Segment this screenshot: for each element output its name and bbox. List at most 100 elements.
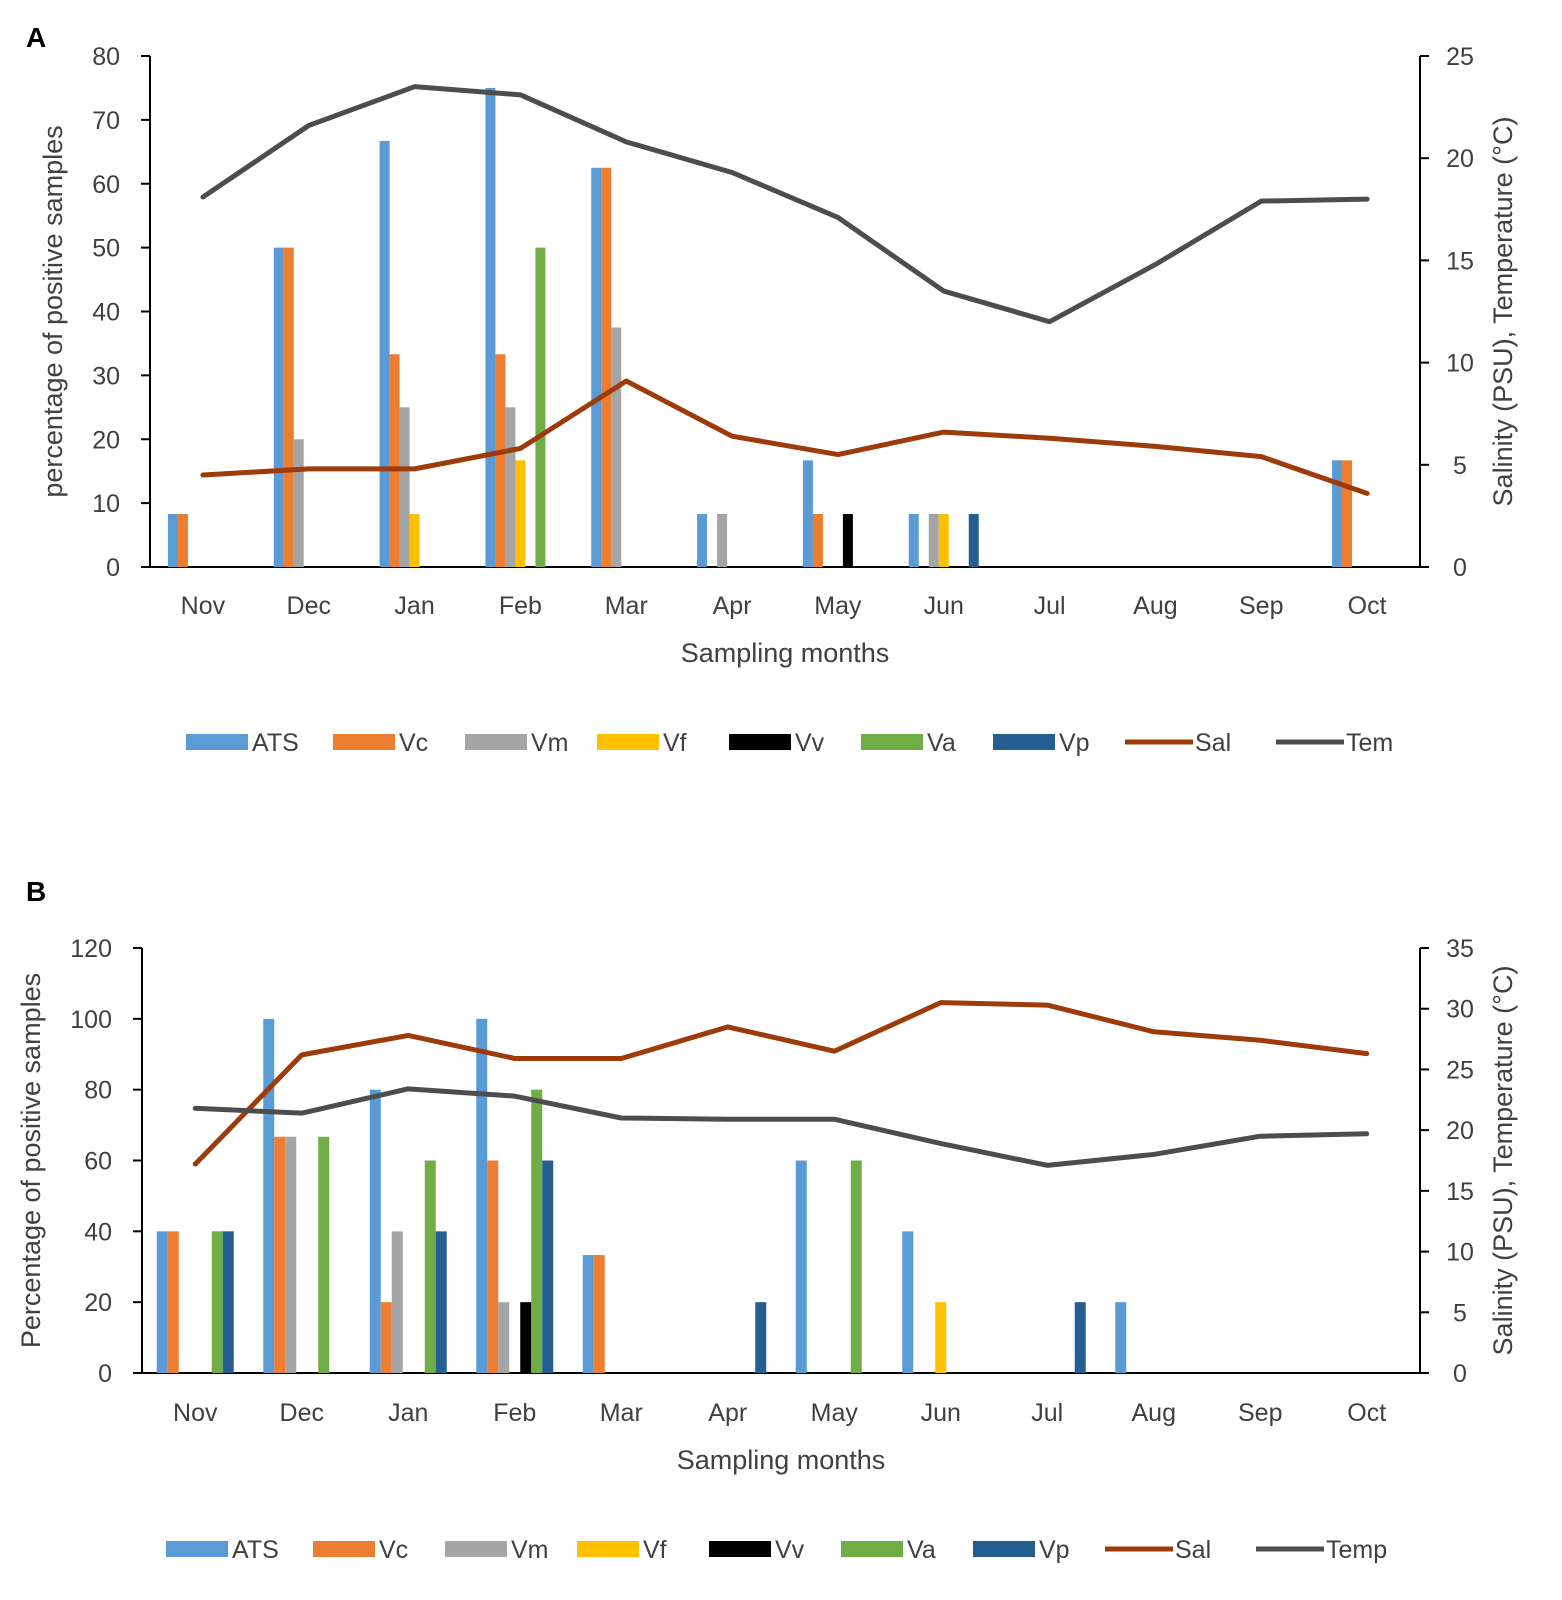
chart-a-x-tick-label: Jul bbox=[1034, 592, 1066, 620]
chart-a-legend-label-tem: Tem bbox=[1346, 729, 1393, 757]
chart-a-x-tick-label: Jan bbox=[394, 592, 434, 620]
chart-b-legend-swatch-ats bbox=[166, 1541, 228, 1557]
chart-b-bar-ats-jan bbox=[369, 1089, 381, 1373]
chart-a-y2-tick-label: 20 bbox=[1446, 145, 1474, 173]
chart-a-x-tick-label: Aug bbox=[1133, 592, 1177, 620]
chart-a-line-sal bbox=[200, 378, 1370, 496]
chart-b-y-tick-label: 100 bbox=[70, 1006, 112, 1034]
chart-a-x-tick-label: Oct bbox=[1348, 592, 1387, 620]
chart-b-bar-vc-nov bbox=[167, 1231, 179, 1373]
chart-b-bar-vp-jul bbox=[1074, 1302, 1086, 1373]
chart-b-x-tick-label: Apr bbox=[708, 1399, 747, 1427]
chart-a-bar-vf-jan bbox=[409, 513, 420, 567]
chart-b-legend-label-vc: Vc bbox=[379, 1536, 408, 1564]
chart-a-y-tick-label: 40 bbox=[92, 299, 120, 327]
chart-a-bar-vc-feb bbox=[495, 354, 506, 567]
chart-b-bar-ats-nov bbox=[156, 1231, 168, 1373]
chart-a-bar-ats-jun bbox=[908, 513, 919, 567]
chart-b-bar-vp-feb bbox=[542, 1160, 554, 1373]
chart-b-y2-tick-label: 0 bbox=[1453, 1360, 1467, 1388]
chart-a-legend-label-va: Va bbox=[927, 729, 956, 757]
chart-b-y2-tick-label: 15 bbox=[1446, 1178, 1474, 1206]
chart-a-bar-ats-jan bbox=[379, 140, 390, 568]
chart-a-bar-ats-dec bbox=[273, 247, 284, 567]
chart-b-x-tick-label: Sep bbox=[1238, 1399, 1282, 1427]
chart-a-x-tick-label: Sep bbox=[1239, 592, 1283, 620]
chart-a-legend-label-vf: Vf bbox=[663, 729, 687, 757]
chart-a-x-tick-label: May bbox=[814, 592, 862, 620]
chart-a-bar-ats-oct bbox=[1332, 460, 1343, 567]
chart-b-x-tick-label: Jun bbox=[921, 1399, 961, 1427]
chart-a-bar-vm-dec bbox=[293, 439, 304, 567]
chart-a-legend-swatch-vf bbox=[597, 734, 659, 750]
chart-b-bar-vc-dec bbox=[274, 1136, 286, 1373]
chart-b-bar-ats-mar bbox=[582, 1255, 594, 1373]
chart-a-legend-swatch-vm bbox=[465, 734, 527, 750]
chart-b-bar-vc-jan bbox=[380, 1302, 392, 1373]
chart-b-x-tick-label: Jul bbox=[1031, 1399, 1063, 1427]
chart-a-legend-label-vc: Vc bbox=[399, 729, 428, 757]
chart-b-legend-swatch-vm bbox=[445, 1541, 507, 1557]
chart-a-y-tick-label: 80 bbox=[92, 43, 120, 71]
chart-a-y-tick-label: 30 bbox=[92, 362, 120, 390]
chart-a-bar-vm-jan bbox=[399, 407, 410, 567]
chart-b-legend-swatch-vv bbox=[709, 1541, 771, 1557]
chart-a-y2-tick-label: 10 bbox=[1446, 350, 1474, 378]
chart-b-y-axis-title: Percentage of positive samples bbox=[16, 973, 46, 1348]
chart-b-bar-ats-may bbox=[795, 1160, 807, 1373]
chart-a-bar-va-feb bbox=[535, 247, 546, 567]
chart-a-x-tick-label: Apr bbox=[713, 592, 752, 620]
chart-a-y-tick-label: 10 bbox=[92, 490, 120, 518]
chart-b-legend-label-sal: Sal bbox=[1175, 1536, 1211, 1564]
chart-a-bar-vf-feb bbox=[515, 460, 526, 567]
chart-b-x-tick-label: Feb bbox=[493, 1399, 536, 1427]
chart-b-x-tick-label: Jan bbox=[388, 1399, 428, 1427]
chart-b-y-tick-label: 120 bbox=[70, 935, 112, 963]
chart-a-bar-vm-jun bbox=[928, 513, 939, 567]
chart-a-bar-vc-may bbox=[812, 513, 823, 567]
chart-a-legend-label-sal: Sal bbox=[1195, 729, 1231, 757]
chart-b-bar-va-jan bbox=[424, 1160, 436, 1373]
chart-a-y-tick-label: 60 bbox=[92, 171, 120, 199]
chart-b-legend-label-va: Va bbox=[907, 1536, 936, 1564]
chart-b-bar-va-feb bbox=[531, 1089, 543, 1373]
chart-b-y-tick-label: 80 bbox=[84, 1077, 112, 1105]
chart-a-svg: 0 10 20 30 40 50 60 70 80 0 5 10 15 20 25 Nov Dec Jan Feb M… bbox=[38, 43, 1518, 757]
chart-b-y2-tick-label: 10 bbox=[1446, 1239, 1474, 1267]
chart-a-x-axis-title: Sampling months bbox=[681, 638, 890, 668]
chart-a-x-tick-label: Feb bbox=[499, 592, 542, 620]
chart-b-bar-vm-feb bbox=[498, 1302, 510, 1373]
chart-a-x-tick-label: Jun bbox=[924, 592, 964, 620]
chart-a-legend-label-ats: ATS bbox=[252, 729, 299, 757]
chart-b-y2-tick-label: 30 bbox=[1446, 996, 1474, 1024]
chart-b-legend-label-temp: Temp bbox=[1326, 1536, 1387, 1564]
chart-b-x-tick-label: May bbox=[811, 1399, 859, 1427]
chart-a-legend-swatch-vp bbox=[993, 734, 1055, 750]
chart-a-bar-ats-apr bbox=[697, 513, 708, 567]
chart-a-bar-ats-may bbox=[802, 460, 813, 567]
chart-b-y2-tick-label: 35 bbox=[1446, 935, 1474, 963]
chart-a-bar-vm-mar bbox=[611, 327, 622, 567]
chart-a-y-tick-label: 20 bbox=[92, 426, 120, 454]
chart-b-legend-swatch-vc bbox=[313, 1541, 375, 1557]
chart-b-y-tick-label: 40 bbox=[84, 1218, 112, 1246]
chart-a-bar-vm-apr bbox=[717, 513, 728, 567]
chart-b-legend-label-vm: Vm bbox=[511, 1536, 549, 1564]
chart-a-y-tick-label: 70 bbox=[92, 107, 120, 135]
chart-b-bar-vc-feb bbox=[487, 1160, 499, 1373]
chart-b-bar-vp-apr bbox=[755, 1302, 767, 1373]
chart-b-legend-swatch-vf bbox=[577, 1541, 639, 1557]
chart-a-legend-label-vm: Vm bbox=[531, 729, 569, 757]
chart-b-x-axis-title: Sampling months bbox=[677, 1445, 886, 1475]
chart-b-y2-tick-label: 20 bbox=[1446, 1117, 1474, 1145]
chart-a-bar-ats-nov bbox=[167, 513, 178, 567]
chart-b-bar-ats-jun bbox=[902, 1231, 914, 1373]
chart-b-x-tick-label: Oct bbox=[1347, 1399, 1386, 1427]
chart-a-y-axis-title: percentage of positive samples bbox=[38, 125, 68, 497]
chart-b-bar-vp-nov bbox=[222, 1231, 234, 1373]
chart-a-legend-swatch-vv bbox=[729, 734, 791, 750]
chart-b-legend-label-vv: Vv bbox=[775, 1536, 805, 1564]
chart-a-y2-tick-label: 15 bbox=[1446, 247, 1474, 275]
chart-a-y2-tick-label: 0 bbox=[1453, 554, 1467, 582]
chart-a-bar-vc-jan bbox=[389, 354, 400, 567]
